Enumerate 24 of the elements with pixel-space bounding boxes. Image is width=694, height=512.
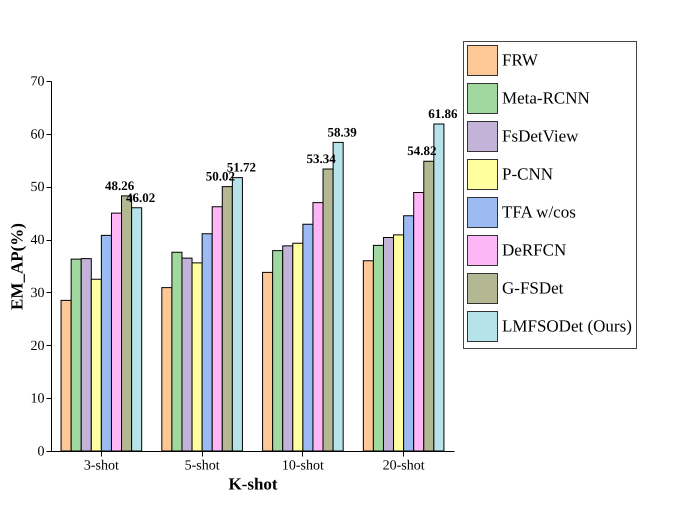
legend-label: FRW [502,50,539,70]
legend-label: DeRFCN [502,240,566,260]
y-tick-label: 50 [30,180,44,196]
legend-label: Meta-RCNN [502,88,590,108]
legend-label: FsDetView [502,126,580,146]
legend-label: LMFSODet (Ours) [502,316,632,336]
data-label: 61.86 [428,106,458,122]
y-tick-label: 20 [30,338,44,354]
x-tick-label: 3-shot [84,458,119,474]
y-tick-label: 60 [30,127,44,142]
x-axis-title: K-shot [228,474,278,494]
y-tick-label: 40 [30,233,44,248]
x-tick-label: 5-shot [184,458,220,474]
data-label: 58.39 [328,124,358,140]
x-tick-label: 10-shot [282,458,324,474]
y-axis-title: EM_AP(%) [8,223,26,310]
y-tick-label: 70 [30,74,44,90]
legend-label: TFA w/cos [502,202,576,222]
y-tick-label: 10 [30,392,44,407]
legend-label: P-CNN [502,164,554,184]
y-tick-label: 0 [38,444,44,460]
x-tick-label: 20-shot [382,458,425,474]
legend-label: G-FSDet [502,278,564,298]
y-tick-label: 30 [30,286,44,301]
